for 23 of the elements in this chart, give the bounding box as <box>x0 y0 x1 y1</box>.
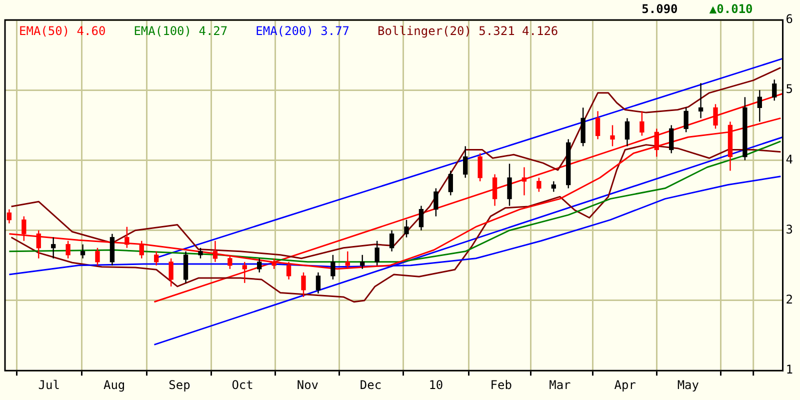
text: 5.090 <box>642 2 678 16</box>
x-tick-label: May <box>677 378 700 392</box>
text: Bollinger(20) 5.321 4.126 <box>378 24 558 38</box>
text: EMA(100) 4.27 <box>134 24 228 38</box>
y-tick-label: 6 <box>786 12 794 26</box>
x-tick-label: 10 <box>428 378 444 392</box>
x-tick-label: Sep <box>168 378 190 392</box>
y-tick-label: 2 <box>786 292 794 307</box>
y-tick-label: 1 <box>786 362 794 377</box>
x-tick-label: Feb <box>490 378 512 392</box>
y-tick-label: 5 <box>786 82 794 96</box>
x-tick-label: Apr <box>614 378 636 392</box>
text: EMA(50) 4.60 <box>19 24 106 38</box>
x-tick-label: Nov <box>296 378 319 392</box>
x-tick-label: Mar <box>549 378 571 392</box>
x-tick-label: Jul <box>38 378 60 392</box>
text: ▲0.010 <box>709 2 753 16</box>
y-tick-label: 4 <box>786 152 794 166</box>
x-tick-label: Dec <box>360 378 382 392</box>
x-tick-label: Oct <box>232 378 254 392</box>
text: EMA(200) 3.77 <box>256 24 350 38</box>
x-tick-label: Aug <box>103 378 126 392</box>
y-tick-label: 3 <box>786 222 794 236</box>
